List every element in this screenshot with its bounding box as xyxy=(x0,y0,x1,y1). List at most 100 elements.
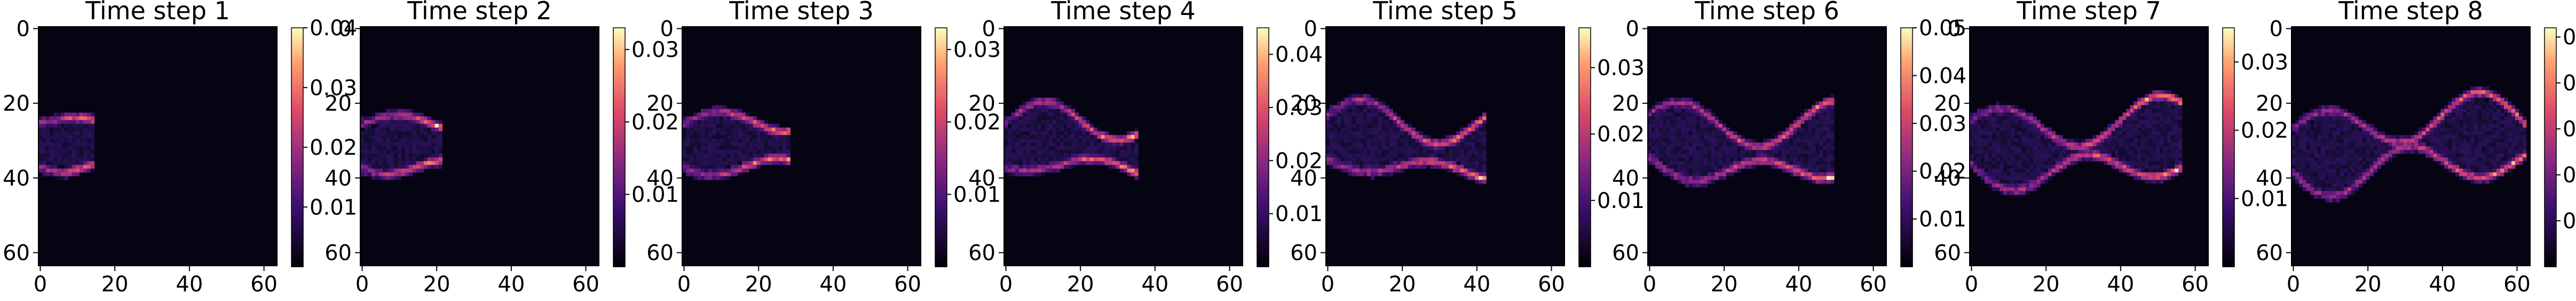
heatmap-cell xyxy=(2313,138,2318,143)
heatmap-cell xyxy=(1980,168,1985,173)
heatmap-cell xyxy=(685,150,690,154)
heatmap-cell xyxy=(1711,135,1716,139)
heatmap-cell xyxy=(1819,112,1823,117)
heatmap-cell xyxy=(2463,97,2467,102)
heatmap-cell xyxy=(1756,146,1760,150)
heatmap-cell xyxy=(1045,161,1049,165)
heatmap-cell xyxy=(2313,153,2318,158)
heatmap-cell xyxy=(2500,146,2504,150)
heatmap-cell xyxy=(2452,120,2456,124)
heatmap-cells xyxy=(2291,86,2527,203)
heatmap-cell xyxy=(2021,142,2026,146)
heatmap-cell xyxy=(42,127,46,132)
heatmap-cell xyxy=(1037,124,1042,128)
heatmap-cell xyxy=(2459,101,2463,105)
heatmap-cell xyxy=(416,142,421,146)
heatmap-cell xyxy=(2313,124,2318,128)
heatmap-cell xyxy=(2325,120,2329,124)
heatmap-cell xyxy=(2332,131,2337,135)
heatmap-cell xyxy=(2130,142,2134,146)
heatmap-cell xyxy=(1670,142,1674,146)
heatmap-cell xyxy=(1793,165,1797,169)
heatmap-cell xyxy=(1037,112,1042,117)
heatmap-cell xyxy=(1670,109,1674,113)
heatmap-cell xyxy=(1681,105,1686,109)
heatmap-cell xyxy=(1771,138,1775,143)
heatmap-cell xyxy=(1830,120,1835,124)
heatmap-cell xyxy=(700,172,705,176)
heatmap-cell xyxy=(682,120,686,124)
heatmap-cell xyxy=(1980,153,1985,158)
heatmap-cell xyxy=(1823,157,1827,161)
heatmap-cell xyxy=(697,153,701,158)
heatmap-cell xyxy=(2489,146,2493,150)
heatmap-cell xyxy=(2104,157,2108,161)
heatmap-cell xyxy=(53,135,58,139)
heatmap-cell xyxy=(2171,150,2175,154)
heatmap-cell xyxy=(2003,187,2008,191)
heatmap-cell xyxy=(1082,146,1086,150)
heatmap-cell xyxy=(1071,112,1075,117)
heatmap-cell xyxy=(2478,116,2482,120)
heatmap-cell xyxy=(2325,146,2329,150)
heatmap-cell xyxy=(1692,172,1697,176)
heatmap-cell xyxy=(2014,150,2019,154)
heatmap-cell xyxy=(397,135,402,139)
heatmap-cell xyxy=(1112,146,1116,150)
heatmap-cell xyxy=(1022,105,1027,109)
heatmap-cell xyxy=(1456,146,1460,150)
heatmap-cell xyxy=(2171,142,2175,146)
heatmap-cell xyxy=(2291,142,2296,146)
heatmap-cell xyxy=(1385,165,1390,169)
heatmap-cell xyxy=(700,153,705,158)
heatmap-cell xyxy=(1460,153,1464,158)
heatmap-cell xyxy=(1326,146,1330,150)
heatmap-cell xyxy=(60,120,65,124)
heatmap-cell xyxy=(2347,135,2352,139)
heatmap-cell xyxy=(1703,161,1708,165)
heatmap-cell xyxy=(2407,146,2411,150)
heatmap-cell xyxy=(2508,127,2512,132)
heatmap-cell xyxy=(1812,176,1816,180)
heatmap-cell xyxy=(749,116,753,120)
heatmap-cell xyxy=(1467,150,1472,154)
heatmap-cell xyxy=(708,127,713,132)
heatmap-cell xyxy=(1363,94,1368,98)
heatmap-cell xyxy=(2063,165,2067,169)
heatmap-cell xyxy=(2163,120,2168,124)
heatmap-cell xyxy=(1119,168,1124,173)
heatmap-cell xyxy=(1999,146,2004,150)
heatmap-cell xyxy=(405,116,409,120)
heatmap-cell xyxy=(1467,172,1472,176)
heatmap-cell xyxy=(1763,161,1767,165)
heatmap-cell xyxy=(2485,127,2490,132)
heatmap-cell xyxy=(2178,168,2183,173)
heatmap-cell xyxy=(2523,127,2527,132)
heatmap-cell xyxy=(1782,165,1786,169)
heatmap-cell xyxy=(2291,131,2296,135)
heatmap-cell xyxy=(2444,146,2448,150)
heatmap-cell xyxy=(1756,153,1760,158)
heatmap-cell xyxy=(2493,116,2497,120)
heatmap-cell xyxy=(2358,120,2362,124)
heatmap-cell xyxy=(2291,146,2296,150)
heatmap-cell xyxy=(2137,172,2142,176)
heatmap-cell xyxy=(1729,168,1734,173)
heatmap-cell xyxy=(2455,124,2460,128)
heatmap-cell xyxy=(2006,157,2011,161)
heatmap-cell xyxy=(1052,157,1057,161)
heatmap-cell xyxy=(2463,112,2467,117)
heatmap-cell xyxy=(2470,142,2475,146)
heatmap-cell xyxy=(786,131,791,135)
heatmap-cell xyxy=(1026,124,1031,128)
heatmap-cell xyxy=(2070,157,2074,161)
heatmap-cell xyxy=(1112,142,1116,146)
heatmap-cell xyxy=(1348,142,1353,146)
heatmap-cell xyxy=(1071,138,1075,143)
heatmap-cell xyxy=(1685,180,1689,184)
heatmap-cell xyxy=(1071,157,1075,161)
heatmap-cell xyxy=(1666,120,1671,124)
heatmap-cell xyxy=(2321,124,2326,128)
heatmap-cell xyxy=(1685,176,1689,180)
heatmap-cell xyxy=(1655,124,1660,128)
